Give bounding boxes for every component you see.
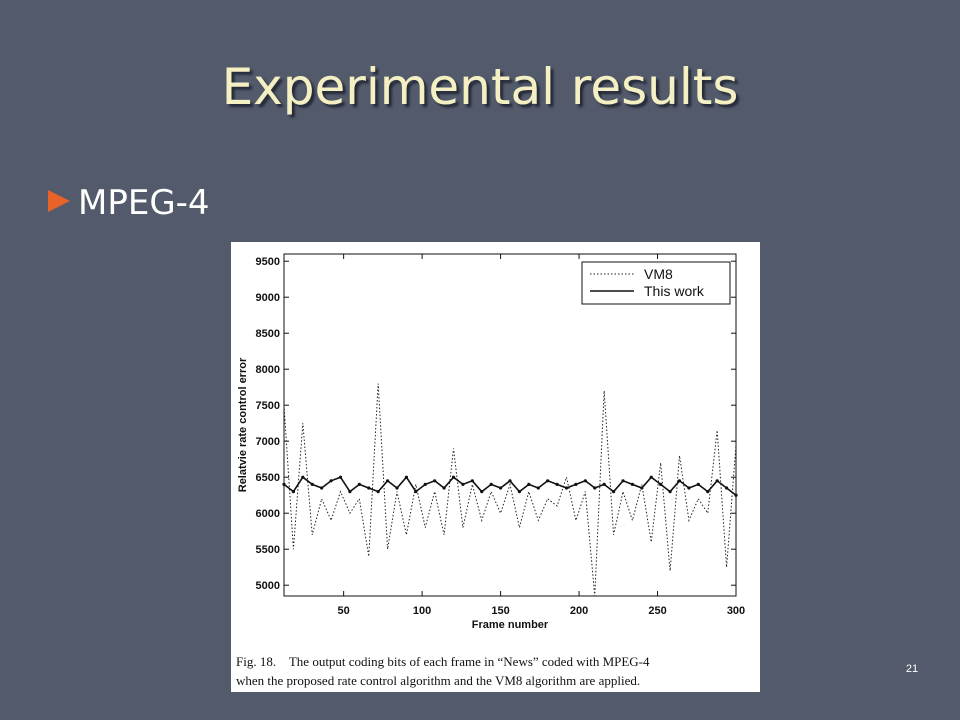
caption-line: when the proposed rate control algorithm… — [236, 673, 640, 688]
series-marker — [659, 482, 663, 486]
series-marker — [527, 482, 531, 486]
series-marker — [574, 482, 578, 486]
series-marker — [385, 479, 390, 483]
legend-box — [581, 261, 731, 305]
series-marker — [640, 486, 644, 490]
series-marker — [668, 490, 672, 494]
series-marker — [649, 475, 653, 479]
series-marker — [367, 486, 371, 490]
series-marker — [517, 490, 522, 494]
bullet-arrow — [48, 190, 70, 212]
series-marker — [404, 475, 409, 479]
x-tick-label: 200 — [570, 605, 588, 617]
x-tick-label: 50 — [338, 605, 350, 617]
series-marker — [593, 486, 597, 490]
series-marker — [734, 493, 738, 497]
caption-line: Fig. 18. The output coding bits of each … — [236, 654, 650, 669]
series-marker — [630, 482, 635, 486]
series-marker — [508, 479, 512, 483]
series-line — [283, 383, 737, 597]
y-tick-label: 7500 — [256, 400, 280, 412]
series-marker — [498, 486, 503, 490]
y-tick-label: 5000 — [256, 580, 280, 592]
series-marker — [621, 479, 625, 483]
legend-label: This work — [644, 283, 705, 299]
series-marker — [310, 482, 314, 486]
page-number: 21 — [906, 663, 918, 675]
x-tick-label: 100 — [413, 605, 431, 617]
slide-title: Experimental results — [222, 58, 739, 116]
series-marker — [376, 490, 380, 494]
y-tick-label: 7000 — [256, 436, 280, 448]
series-marker — [687, 486, 691, 490]
plot: 5000 5500 6000 6500 7000 7500 8000 8500 9000 9500… — [256, 253, 745, 617]
series-marker — [470, 479, 474, 483]
x-axis-label: Frame number — [472, 619, 549, 631]
series-marker — [461, 482, 465, 486]
figure — [231, 242, 760, 692]
series-marker — [715, 479, 719, 483]
series-marker — [433, 479, 437, 483]
series-marker — [282, 482, 286, 486]
x-tick-label: 250 — [648, 605, 666, 617]
series-marker — [301, 475, 305, 479]
y-tick-label: 9000 — [256, 292, 280, 304]
legend-label: VM8 — [644, 266, 673, 282]
series-marker — [414, 490, 418, 494]
series-marker — [329, 479, 333, 483]
series-marker — [696, 482, 700, 486]
y-tick-label: 6500 — [256, 472, 280, 484]
series-marker — [423, 482, 427, 486]
series-marker — [724, 486, 729, 490]
series-marker — [320, 486, 324, 490]
series-marker — [564, 486, 569, 490]
series-marker — [480, 490, 484, 494]
x-tick-label: 150 — [491, 605, 509, 617]
y-tick-label: 5500 — [256, 544, 280, 556]
y-tick-label: 8500 — [256, 328, 280, 340]
series-marker — [489, 482, 493, 486]
series-marker — [395, 486, 399, 490]
y-tick-label: 6000 — [256, 508, 280, 520]
y-axis-label: Relatvie rate control error — [237, 357, 249, 492]
series-marker — [348, 490, 352, 494]
x-tick-label: 300 — [727, 605, 745, 617]
series-marker — [338, 475, 343, 479]
series-marker — [706, 490, 710, 494]
series-marker — [357, 482, 361, 486]
series-marker — [536, 486, 540, 490]
series-marker — [291, 490, 296, 494]
series-marker — [442, 486, 446, 490]
series-marker — [602, 482, 606, 486]
plot-frame — [283, 253, 737, 597]
series-marker — [583, 479, 587, 483]
series-marker — [451, 475, 456, 479]
y-tick-label: 8000 — [256, 364, 280, 376]
series-marker — [611, 490, 616, 494]
series-marker — [546, 479, 550, 483]
series-marker — [677, 479, 682, 483]
bullet-text: MPEG-4 — [78, 183, 210, 223]
series-marker — [555, 482, 559, 486]
y-tick-label: 9500 — [256, 256, 280, 268]
